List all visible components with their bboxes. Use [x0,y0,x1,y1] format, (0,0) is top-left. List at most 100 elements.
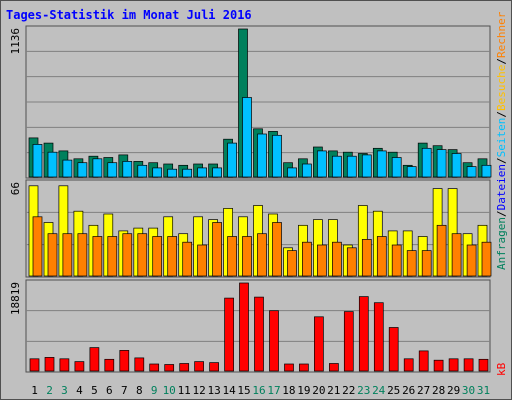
x-tick-label: 15 [237,384,250,397]
x-tick-label: 10 [163,384,176,397]
bar-dateien-day-13 [212,167,222,178]
bar-besuche-day-13 [212,222,222,277]
bar-besuche-day-28 [436,224,447,277]
x-tick-label: 11 [178,384,191,397]
bar-besuche-day-18 [287,250,297,277]
bar-besuche-day-19 [302,241,312,277]
bar-dateien-day-17 [272,134,282,178]
bar-dateien-day-30 [466,166,477,178]
panel-kbytes: 18819 [9,279,491,373]
bar-besuche-day-29 [451,233,462,277]
right-label-part: / [495,157,508,164]
bar-dateien-day-23 [361,154,372,178]
bar-kb-day-5 [89,347,100,372]
chart-title: Tages-Statistik im Monat Juli 2016 [6,8,252,22]
x-tick-label: 25 [387,384,400,397]
bar-besuche-day-11 [182,241,193,277]
bar-besuche-day-12 [197,244,207,277]
bar-kb-day-28 [433,359,444,372]
bar-besuche-day-9 [152,236,163,277]
bar-kb-day-4 [74,361,85,372]
x-tick-label: 7 [121,384,128,397]
x-tick-label: 23 [357,384,370,397]
bar-kb-day-1 [29,358,40,372]
bar-dateien-day-7 [122,161,133,178]
x-tick-label: 29 [447,384,460,397]
x-tick-label: 21 [327,384,340,397]
x-tick-label: 1 [31,384,38,397]
bar-kb-day-25 [388,327,399,372]
bar-besuche-day-4 [77,233,88,277]
bar-kb-day-3 [59,358,70,372]
bar-besuche-day-14 [227,236,237,277]
bar-dateien-day-21 [332,155,342,178]
right-label-part: Seiten [495,118,508,158]
bar-dateien-day-11 [182,168,193,178]
x-tick-label: 12 [192,384,205,397]
bar-dateien-day-14 [227,142,237,178]
bar-kb-day-19 [299,363,309,372]
bar-kb-day-22 [343,311,354,372]
bar-besuche-day-10 [167,236,178,277]
bar-dateien-day-20 [317,150,327,178]
bar-besuche-day-21 [332,241,342,277]
bar-dateien-day-28 [436,149,447,178]
right-axis-label-kb: kB [495,362,508,376]
bar-besuche-day-22 [346,247,357,277]
bar-dateien-day-2 [47,151,58,178]
bar-kb-day-6 [104,358,115,372]
bar-dateien-day-27 [421,147,432,178]
chart-panels: 1136 66 18819 [9,25,492,373]
bar-besuche-day-25 [391,244,402,277]
bar-kb-day-14 [224,297,234,372]
bar-dateien-day-6 [107,162,118,178]
bar-kb-day-2 [44,357,55,372]
x-tick-label: 30 [462,384,475,397]
bar-besuche-day-27 [421,250,432,277]
x-tick-label: 17 [267,384,280,397]
bar-kb-day-29 [448,358,459,372]
bar-dateien-day-31 [481,164,492,178]
bar-dateien-day-5 [92,158,103,178]
bar-dateien-day-9 [152,167,163,178]
y-max-label: 18819 [9,282,22,315]
bar-kb-day-16 [254,296,264,372]
bar-besuche-day-31 [481,241,492,277]
bar-kb-day-11 [179,363,190,372]
bar-kb-day-15 [239,282,249,372]
bar-dateien-day-19 [302,163,312,178]
bar-dateien-day-8 [137,164,148,178]
x-tick-label: 26 [402,384,415,397]
bar-besuche-day-2 [47,233,58,277]
bar-kb-day-13 [209,362,219,372]
bar-dateien-day-3 [62,159,73,178]
x-tick-label: 24 [372,384,386,397]
x-tick-label: 4 [76,384,83,397]
right-label-part: / [495,210,508,217]
x-tick-label: 2 [46,384,53,397]
bar-besuche-day-16 [257,233,267,277]
bar-kb-day-20 [314,316,324,372]
bar-besuche-day-1 [32,216,43,277]
x-tick-label: 28 [432,384,445,397]
bar-besuche-day-5 [92,236,103,277]
bar-besuche-day-15 [242,236,252,277]
bar-besuche-day-17 [272,222,282,277]
bar-dateien-day-22 [346,155,357,178]
bar-besuche-day-20 [317,244,327,277]
bar-kb-day-18 [284,363,294,372]
right-label-part: Besuche [495,65,508,111]
bar-kb-day-24 [373,302,384,372]
x-tick-label: 18 [282,384,295,397]
bar-kb-day-10 [164,364,175,372]
bar-kb-day-12 [194,361,204,372]
right-label-part: Anfragen [495,217,508,270]
bar-besuche-day-6 [107,236,118,277]
bar-kb-day-23 [358,296,369,372]
bar-kb-day-17 [269,310,279,372]
panel-pages-visits: 66 [9,179,492,278]
bar-besuche-day-23 [361,239,372,277]
bar-kb-day-31 [478,358,489,372]
x-tick-label: 16 [252,384,265,397]
